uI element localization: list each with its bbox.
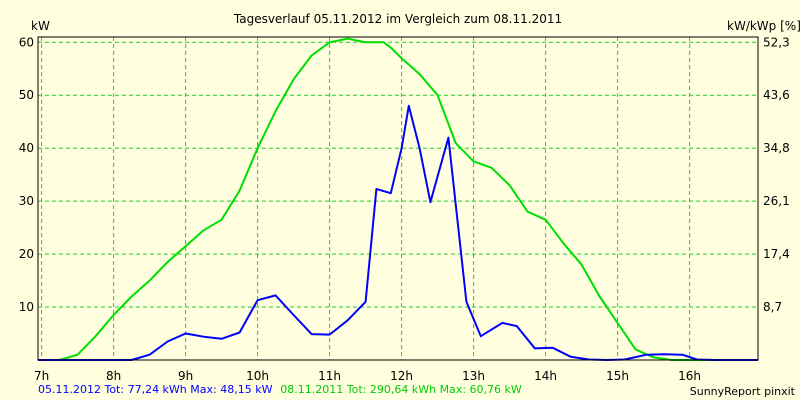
x-tick-label: 16h	[678, 369, 701, 383]
plot-background	[38, 37, 758, 360]
x-tick-label: 8h	[106, 369, 121, 383]
plot-area	[37, 36, 759, 361]
y-tick-label: 60	[19, 35, 34, 49]
x-tick-label: 13h	[462, 369, 485, 383]
footer-credit: SunnyReport pinxit	[690, 385, 796, 398]
y2-axis-label: kW/kWp [%]	[727, 19, 800, 33]
y2-tick-label: 26,1	[763, 194, 790, 208]
series-line-2	[38, 37, 758, 361]
legend: 05.11.2012 Tot: 77,24 kWh Max: 48,15 kW …	[38, 382, 522, 396]
x-tick-label: 9h	[178, 369, 193, 383]
legend-series-2-summary: 08.11.2011 Tot: 290,64 kWh Max: 60,76 kW	[280, 383, 522, 396]
y-tick-label: 10	[19, 300, 34, 314]
y2-tick-label: 52,3	[763, 35, 790, 49]
plot-frame	[37, 36, 759, 361]
y2-tick-label: 34,8	[763, 141, 790, 155]
grid	[38, 37, 758, 360]
x-tick-label: 11h	[318, 369, 341, 383]
y-axis-label: kW	[31, 19, 50, 33]
y2-tick-labels: 8,7 17,4 26,1 34,8 43,6 52,3	[763, 35, 790, 314]
legend-series-1-summary: 05.11.2012 Tot: 77,24 kWh Max: 48,15 kW	[38, 383, 273, 396]
x-tick-label: 10h	[246, 369, 269, 383]
y2-tick-label: 8,7	[763, 300, 782, 314]
x-tick-labels: 7h 8h 9h 10h 11h 12h 13h 14h 15h 16h	[34, 369, 701, 383]
chart-title: Tagesverlauf 05.11.2012 im Vergleich zum…	[233, 12, 562, 26]
x-tick-label: 7h	[34, 369, 49, 383]
y-tick-label: 20	[19, 247, 34, 261]
y-tick-labels: 10 20 30 40 50 60	[19, 35, 34, 314]
y-tick-label: 50	[19, 88, 34, 102]
y2-tick-label: 43,6	[763, 88, 790, 102]
y2-tick-label: 17,4	[763, 247, 790, 261]
x-tick-label: 14h	[534, 369, 557, 383]
y-tick-label: 40	[19, 141, 34, 155]
x-tick-label: 12h	[390, 369, 413, 383]
x-tick-label: 15h	[606, 369, 629, 383]
y-tick-label: 30	[19, 194, 34, 208]
